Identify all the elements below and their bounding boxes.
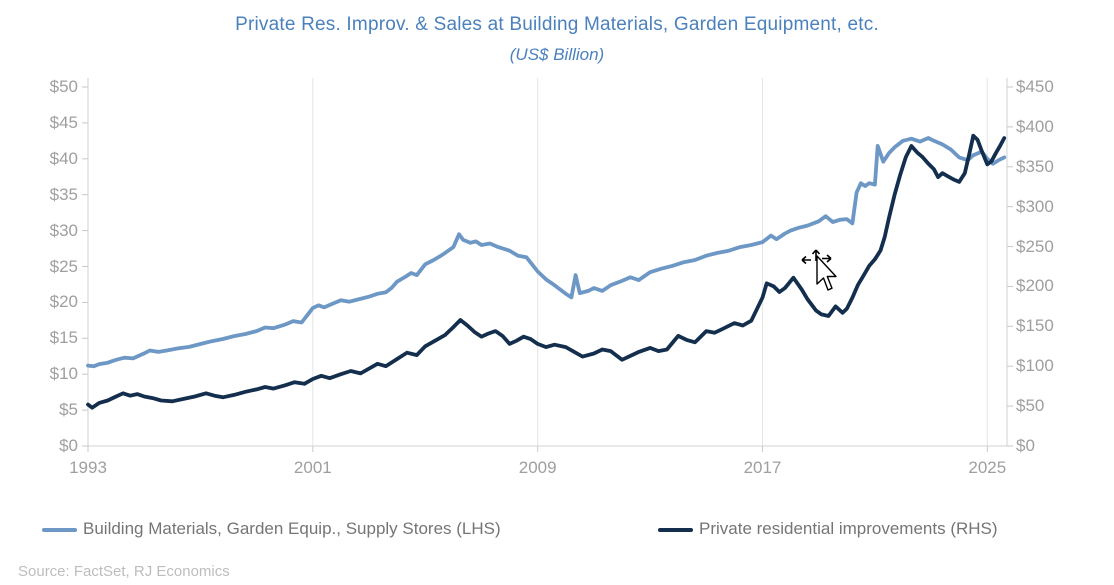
source-note: Source: FactSet, RJ Economics	[18, 563, 230, 580]
x-axis-label: 2017	[743, 458, 782, 477]
right-axis-label: $300	[1016, 196, 1054, 216]
series-line-building-materials	[86, 136, 1007, 369]
x-axis-label: 2009	[518, 458, 557, 477]
right-axis-label: $400	[1016, 116, 1054, 136]
left-axis-label: $45	[49, 112, 78, 132]
left-axis-label: $30	[49, 220, 78, 240]
left-axis-label: $15	[49, 328, 78, 348]
x-axis-label: 1993	[69, 458, 107, 477]
right-axis-label: $250	[1016, 236, 1054, 256]
move-cursor-left-arrow-icon	[801, 255, 811, 265]
left-axis-label: $25	[49, 256, 78, 276]
move-cursor-right-arrow-icon	[822, 254, 832, 263]
right-axis-label: $50	[1016, 396, 1045, 416]
right-axis-label: $100	[1016, 356, 1054, 376]
right-axis-label: $0	[1016, 436, 1035, 455]
legend-label-private-residential: Private residential improvements (RHS)	[699, 519, 998, 538]
left-axis-label: $10	[49, 364, 78, 384]
left-axis-label: $5	[59, 400, 78, 420]
legend-swatch-building-materials	[42, 528, 77, 532]
chart-subtitle: (US$ Billion)	[509, 45, 605, 64]
x-axis-label: 2025	[968, 458, 1007, 477]
left-axis-label: $35	[49, 184, 78, 204]
right-axis-label: $200	[1016, 276, 1054, 296]
left-axis-label: $40	[49, 148, 78, 168]
legend-label-building-materials: Building Materials, Garden Equip., Suppl…	[83, 519, 501, 538]
right-axis-label: $350	[1016, 156, 1054, 176]
left-axis-label: $0	[59, 436, 78, 455]
pointer-cursor-icon	[816, 255, 837, 291]
x-axis-label: 2001	[293, 458, 332, 477]
left-axis-label: $50	[49, 77, 78, 96]
series-line-private-residential	[86, 133, 1007, 410]
legend-swatch-private-residential	[658, 528, 693, 532]
move-cursor-up-arrow-icon	[811, 249, 821, 261]
right-axis-label: $150	[1016, 316, 1054, 336]
right-axis-label: $450	[1016, 77, 1054, 96]
left-axis-label: $20	[49, 292, 78, 312]
chart-title: Private Res. Improv. & Sales at Building…	[235, 14, 879, 35]
